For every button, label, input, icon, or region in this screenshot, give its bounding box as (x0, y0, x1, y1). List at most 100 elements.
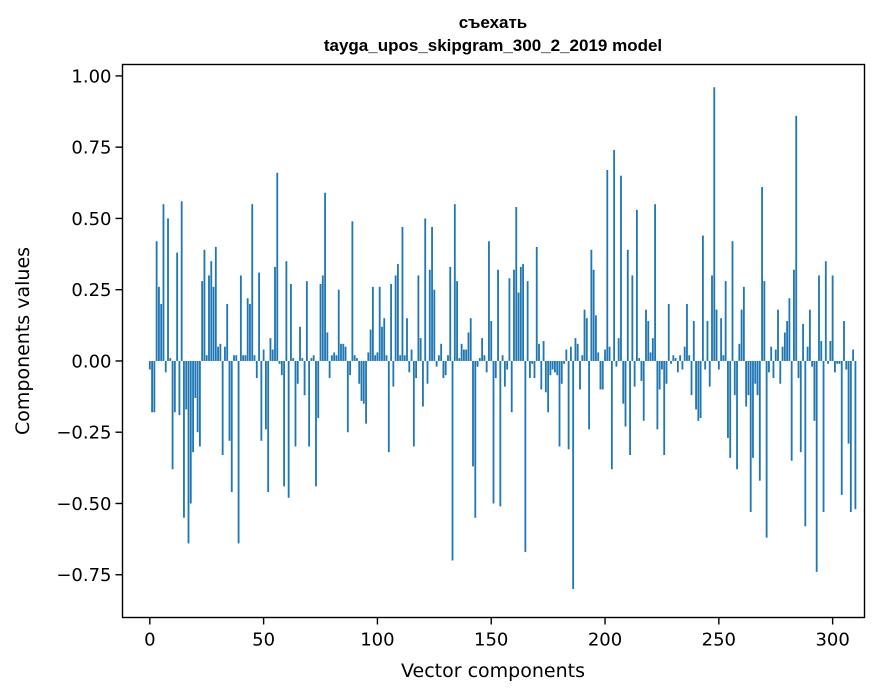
y-tick-label: 0.75 (71, 138, 111, 159)
bar (624, 360, 627, 427)
bar (717, 360, 720, 370)
bar (319, 283, 322, 361)
bar (442, 360, 445, 379)
bar (235, 355, 238, 361)
bar (813, 360, 816, 421)
bar (228, 360, 231, 441)
bar (569, 346, 572, 361)
bar (758, 360, 761, 481)
bar (499, 360, 502, 507)
bar (579, 360, 581, 390)
bar (162, 204, 165, 361)
bar (274, 266, 276, 361)
bar (271, 349, 274, 361)
x-tick-label: 300 (815, 630, 849, 651)
bar (408, 360, 411, 373)
bar (731, 241, 734, 361)
bar (365, 360, 367, 424)
bar (503, 360, 506, 387)
bar (467, 332, 470, 361)
bar (447, 355, 449, 361)
bar (629, 360, 631, 456)
bar (183, 360, 185, 518)
bar (740, 309, 743, 361)
bar (239, 275, 242, 361)
bar (783, 332, 786, 361)
bar (469, 318, 472, 361)
chart-subtitle: tayga_upos_skipgram_300_2_2019 model (324, 36, 662, 55)
bar (440, 343, 443, 361)
bar (554, 360, 556, 373)
bar (494, 360, 497, 379)
bar (267, 360, 270, 493)
bar (763, 281, 766, 361)
bar (808, 309, 811, 361)
bar (160, 303, 163, 361)
bar (490, 321, 493, 361)
bar (310, 358, 313, 361)
bar (747, 360, 750, 396)
bar (453, 204, 456, 361)
bar (713, 87, 716, 361)
bar (695, 360, 697, 410)
bar (449, 266, 452, 361)
bar (847, 360, 850, 444)
bar (349, 360, 352, 376)
bar (824, 261, 827, 361)
bar (608, 346, 611, 361)
bar (535, 246, 538, 361)
bar (458, 358, 461, 361)
bar (255, 360, 258, 379)
bar (834, 360, 836, 373)
bar (249, 303, 251, 361)
bar (264, 360, 267, 430)
bar (601, 360, 604, 390)
bar (317, 360, 320, 418)
bar (781, 346, 784, 361)
bar (410, 349, 413, 361)
bar (290, 283, 292, 361)
bar (547, 360, 550, 413)
bar (642, 360, 645, 421)
bar (661, 360, 663, 370)
bar (201, 281, 204, 361)
bar (522, 264, 524, 361)
bar (840, 360, 843, 495)
bar (460, 343, 463, 361)
bar (392, 360, 395, 387)
bar (838, 360, 841, 364)
bar (478, 358, 481, 361)
bar (581, 355, 584, 361)
bar (433, 289, 436, 361)
bar (651, 338, 654, 361)
bar (679, 355, 682, 361)
bar (674, 358, 677, 361)
bar (387, 360, 390, 453)
bar (230, 360, 233, 493)
bar (185, 360, 188, 410)
bar (729, 360, 732, 458)
bar (472, 360, 474, 467)
bar (369, 329, 372, 361)
bar (720, 318, 723, 361)
plot-frame (121, 63, 866, 619)
bar (356, 358, 358, 361)
bar (474, 360, 477, 518)
bar (360, 360, 363, 401)
y-tick-label: −0.25 (56, 423, 111, 444)
bar (538, 343, 540, 361)
bar (793, 269, 795, 361)
bar (549, 360, 552, 376)
x-tick-label: 50 (252, 630, 275, 651)
bar (242, 355, 245, 361)
y-tick-label: 1.00 (71, 66, 111, 87)
bar (412, 360, 415, 447)
bar (422, 360, 424, 407)
bar (617, 338, 620, 361)
y-axis-label: Components values (12, 247, 34, 435)
bar (654, 204, 657, 361)
bar (321, 275, 324, 361)
bar (704, 360, 707, 370)
bar (688, 355, 691, 361)
bar (294, 360, 297, 447)
